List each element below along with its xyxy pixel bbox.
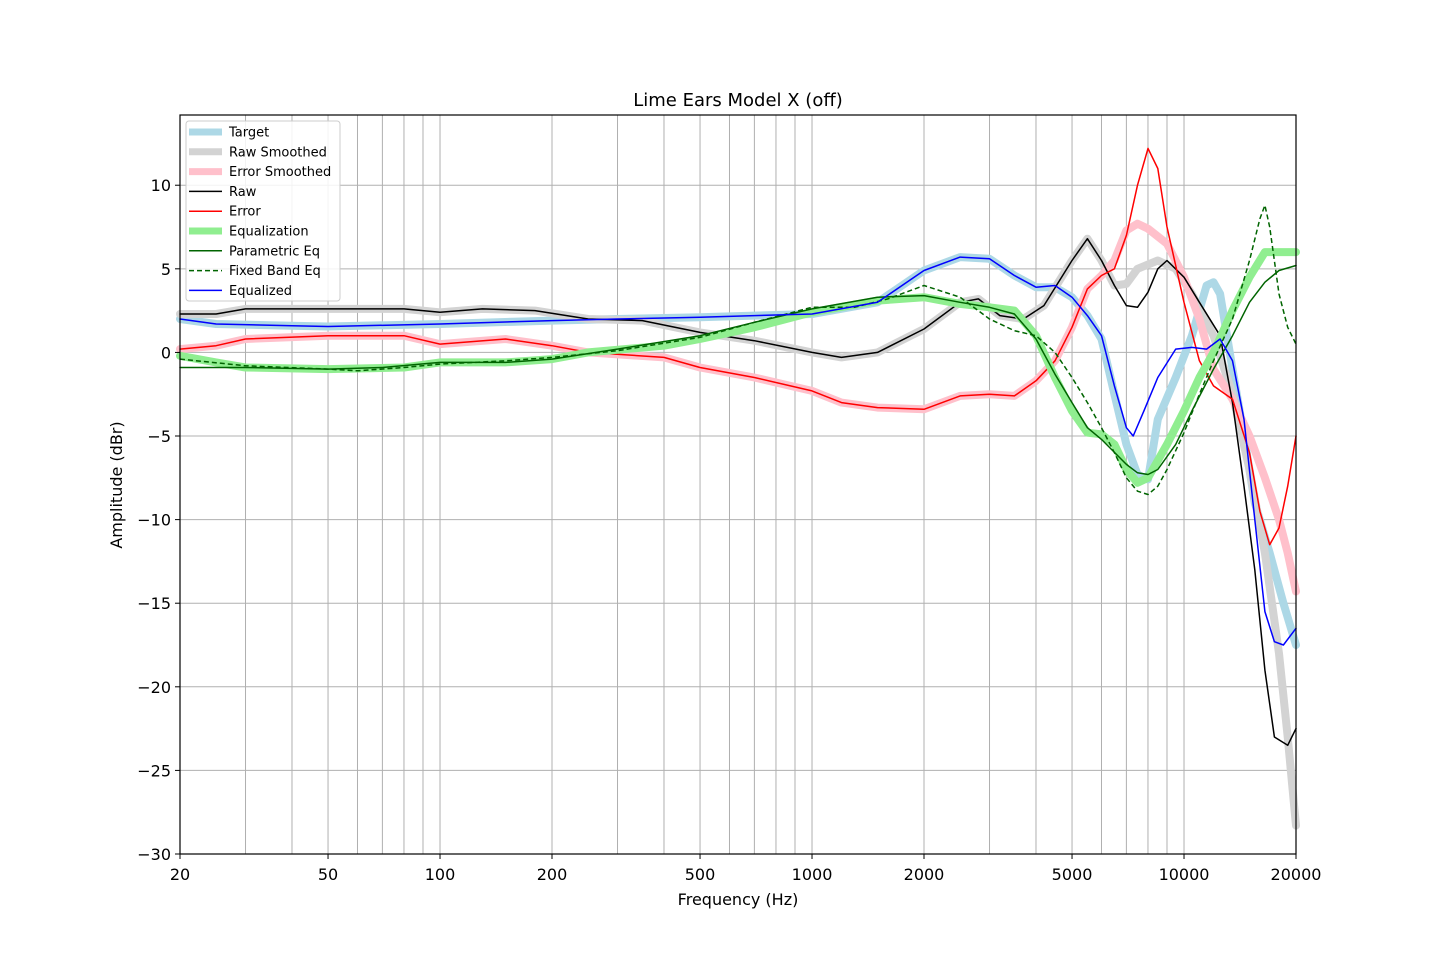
y-tick-label: −5 bbox=[147, 427, 171, 446]
y-tick-label: 10 bbox=[151, 176, 171, 195]
x-tick-label: 20000 bbox=[1271, 865, 1322, 884]
x-tick-label: 500 bbox=[685, 865, 716, 884]
x-axis: 20 50 100 200 500 1000 2000 5000 10000 20000 bbox=[170, 854, 1322, 884]
legend-entry: Equalization bbox=[229, 225, 309, 240]
y-tick-label: 5 bbox=[161, 260, 171, 279]
plot-border bbox=[179, 114, 1297, 855]
legend-entry: Raw bbox=[229, 185, 257, 200]
x-tick-label: 5000 bbox=[1052, 865, 1093, 884]
x-tick-label: 100 bbox=[425, 865, 456, 884]
x-axis-label: Frequency (Hz) bbox=[678, 890, 799, 909]
y-tick-label: −15 bbox=[137, 594, 171, 613]
plot-area bbox=[180, 115, 1296, 854]
y-axis-label: Amplitude (dBr) bbox=[107, 421, 126, 548]
chart-title: Lime Ears Model X (off) bbox=[633, 90, 843, 111]
x-tick-label: 20 bbox=[170, 865, 190, 884]
x-tick-label: 200 bbox=[537, 865, 568, 884]
y-tick-label: −25 bbox=[137, 761, 171, 780]
y-tick-label: −20 bbox=[137, 678, 171, 697]
y-axis: −30 −25 −20 −15 −10 −5 0 5 10 bbox=[137, 176, 180, 864]
series-line-parametric-eq bbox=[179, 264, 1297, 476]
series-line-equalized bbox=[179, 256, 1297, 646]
y-tick-label: −10 bbox=[137, 511, 171, 530]
legend-entry: Parametric Eq bbox=[229, 244, 320, 259]
legend-entry: Error bbox=[229, 205, 261, 220]
series-layer bbox=[176, 147, 1300, 830]
legend-entry: Target bbox=[228, 126, 269, 141]
x-tick-label: 2000 bbox=[904, 865, 945, 884]
legend-entry: Raw Smoothed bbox=[229, 145, 327, 160]
legend-entry: Error Smoothed bbox=[229, 165, 331, 180]
legend-entry: Equalized bbox=[229, 284, 292, 299]
plot-background bbox=[180, 115, 1296, 854]
x-tick-label: 10000 bbox=[1159, 865, 1210, 884]
x-tick-label: 1000 bbox=[792, 865, 833, 884]
y-tick-label: 0 bbox=[161, 343, 171, 362]
plot-frame bbox=[179, 114, 1297, 855]
legend: Target Raw Smoothed Error Smoothed Raw Error… bbox=[185, 120, 341, 302]
legend-entry: Fixed Band Eq bbox=[229, 264, 321, 279]
legend-box bbox=[185, 120, 341, 302]
y-tick-label: −30 bbox=[137, 845, 171, 864]
x-tick-label: 50 bbox=[318, 865, 338, 884]
series-line-error bbox=[179, 147, 1297, 546]
